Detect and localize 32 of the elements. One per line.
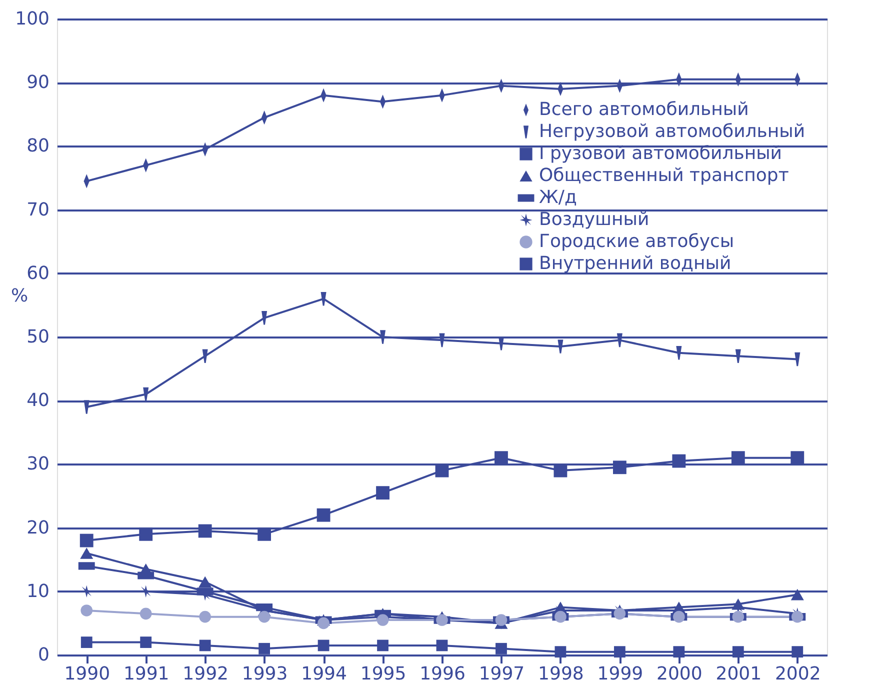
legend-label: Всего автомобильный (539, 99, 749, 120)
y-tick-label: 50 (26, 326, 50, 348)
y-tick-label: 90 (26, 72, 50, 94)
x-tick-label: 1991 (123, 664, 170, 684)
legend-label: Ж/д (539, 187, 577, 208)
x-tick-label: 2001 (716, 664, 762, 684)
x-tick-label: 1990 (64, 664, 110, 684)
legend-label: Внутренний водный (539, 253, 732, 274)
y-tick-label: 40 (26, 390, 50, 412)
y-tick-label: 10 (26, 580, 50, 602)
y-tick-label: 80 (26, 136, 50, 157)
y-axis-title: % (10, 286, 28, 307)
x-tick-label: 1999 (597, 664, 644, 684)
legend-label: Общественный транспорт (539, 165, 789, 186)
y-tick-label: 100 (15, 8, 50, 30)
y-tick-label: 30 (26, 454, 50, 475)
x-tick-label: 1992 (182, 664, 228, 684)
x-tick-label: 2000 (656, 664, 702, 684)
legend-label: Негрузовой автомобильный (539, 121, 806, 142)
x-tick-label: 2002 (774, 664, 821, 684)
x-tick-label: 1994 (301, 664, 347, 684)
y-tick-label: 60 (26, 262, 50, 284)
y-tick-label: 70 (26, 199, 50, 220)
y-tick-label: 0 (38, 644, 50, 666)
x-tick-label: 1997 (478, 664, 525, 684)
x-tick-label: 1995 (360, 664, 406, 684)
x-tick-label: 1998 (538, 664, 584, 684)
y-tick-label: 20 (26, 517, 50, 538)
legend-label: Городские автобусы (539, 231, 734, 252)
x-tick-label: 1996 (420, 664, 466, 684)
legend-label: Воздушный (539, 209, 650, 230)
x-tick-label: 1993 (242, 664, 288, 684)
